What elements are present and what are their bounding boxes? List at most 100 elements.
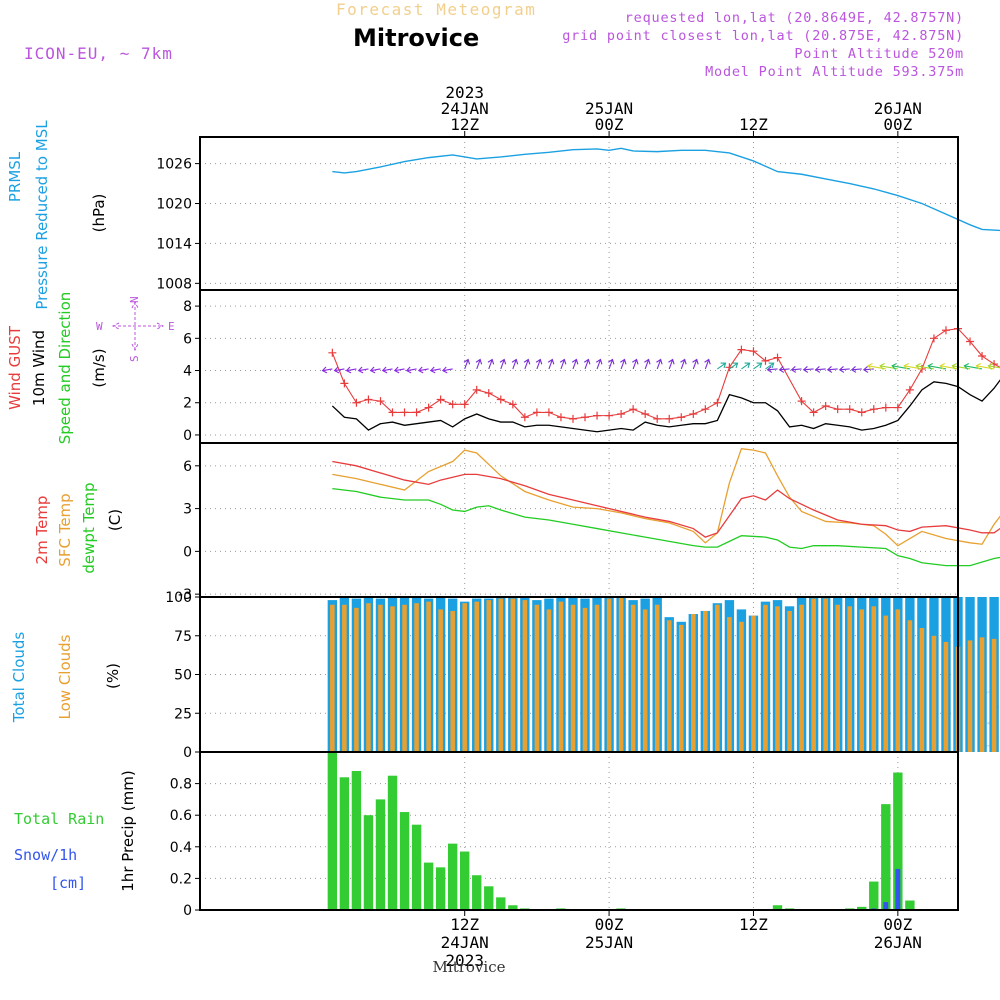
wind-gust-marker [424, 403, 433, 412]
low-cloud-bar [907, 620, 913, 752]
snow-bar [883, 902, 889, 910]
wind-gust-marker [821, 401, 830, 410]
wind-direction-label: Speed and Direction [56, 292, 74, 445]
wind-gust-marker [388, 408, 397, 417]
x-label-bottom: 12Z [450, 915, 479, 934]
rain-bar [447, 843, 458, 910]
wind-gust-marker [605, 411, 614, 420]
y-tick-label: 25 [174, 706, 192, 722]
wind-gust-marker [893, 403, 902, 412]
source-title: Forecast Meteogram [336, 0, 537, 19]
model-label: ICON-EU, ~ 7km [24, 44, 173, 63]
wind-direction-arrow [583, 358, 591, 370]
x-label-top: 12Z [739, 115, 768, 134]
wind-direction-arrow [429, 366, 441, 374]
y-tick-label: 1026 [156, 157, 192, 173]
clouds-unit: (%) [104, 663, 122, 689]
pressure-unit: (hPa) [90, 194, 108, 233]
compass-west: W [96, 320, 103, 333]
y-tick-label: -3 [178, 587, 192, 603]
low-cloud-bar [871, 606, 877, 752]
x-label-bottom: 25JAN [585, 933, 633, 952]
low-cloud-bar [895, 609, 901, 752]
low-cloud-bar [402, 604, 407, 752]
y-tick-label: 0.8 [170, 777, 192, 793]
low-cloud-bar [642, 609, 648, 752]
x-label-bottom: 26JAN [874, 933, 922, 952]
wind-direction-arrow [369, 366, 381, 374]
wind-gust-marker [749, 347, 758, 356]
wind-gust-marker [665, 414, 674, 423]
low-cloud-bar [558, 601, 564, 752]
wind-gust-marker [966, 337, 975, 346]
wind-direction-arrow [826, 366, 838, 373]
rain-bar [472, 875, 482, 910]
x-label-top: 00Z [883, 115, 912, 134]
rain-bar [772, 905, 783, 910]
requested-location: requested lon,lat (20.8649E, 42.8757N) [624, 10, 964, 26]
wind-direction-arrow [381, 366, 393, 374]
wind-direction-arrow [717, 362, 727, 370]
wind-gust-marker [581, 413, 590, 422]
temp-sfc-label: SFC Temp [56, 493, 74, 566]
low-cloud-bar [546, 609, 552, 752]
y-tick-label: 4 [183, 364, 192, 380]
wind-direction-arrow [608, 358, 615, 370]
rain-bar [496, 897, 506, 910]
y-tick-label: 0 [183, 903, 192, 919]
dewpoint-line [332, 487, 1000, 567]
x-label-bottom: 00Z [595, 915, 624, 934]
y-tick-label: 2 [183, 396, 192, 412]
y-tick-label: 0 [183, 428, 192, 444]
compass-north: N [128, 296, 141, 303]
wind-gust-marker [941, 326, 950, 335]
wind-gust-marker [881, 403, 890, 412]
low-clouds-label: Low Clouds [56, 634, 74, 719]
wind-gust-marker [508, 400, 517, 409]
wind-direction-arrow [405, 366, 417, 374]
panel-frame [199, 751, 959, 911]
wind-gust-marker [869, 405, 878, 414]
wind-gust-marker [568, 414, 577, 423]
x-label-bottom: 00Z [883, 915, 912, 934]
wind-direction-arrow [644, 358, 651, 370]
low-cloud-bar [630, 604, 636, 752]
low-cloud-bar [859, 609, 865, 752]
low-cloud-bar [883, 615, 889, 752]
wind-direction-arrow [753, 362, 763, 370]
wind-gust-marker [701, 405, 710, 414]
wind-speed-line [331, 379, 1000, 433]
wind-gust-marker [364, 395, 373, 404]
wind-gust-line [331, 328, 1000, 420]
wind-gust-marker [978, 352, 987, 361]
pressure-line [332, 147, 1000, 232]
wind-direction-arrow [499, 358, 507, 370]
wind-direction-arrow [656, 358, 663, 370]
temp-2m-label: 2m Temp [33, 496, 51, 565]
point-altitude: Point Altitude 520m [794, 46, 964, 62]
wind-gust-marker [761, 356, 770, 365]
low-cloud-bar [474, 601, 480, 752]
y-tick-label: 0.4 [170, 840, 192, 856]
wind-gust-marker [809, 408, 818, 417]
wind-direction-arrow [535, 358, 543, 370]
wind-gust-marker [376, 397, 385, 406]
low-cloud-bar [823, 598, 828, 752]
wind-gust-marker [544, 408, 553, 417]
wind-direction-arrow [790, 366, 802, 373]
y-tick-label: 0 [183, 745, 192, 761]
x-label-top: 24JAN [441, 99, 489, 118]
low-cloud-bar [666, 620, 672, 752]
rain-bar [363, 815, 374, 910]
wind-direction-arrow [475, 358, 483, 370]
rain-bar [435, 867, 446, 910]
rain-bar [905, 900, 915, 910]
wind-gust-marker [617, 410, 626, 419]
x-label-top: 00Z [595, 115, 624, 134]
low-cloud-bar [739, 621, 744, 752]
wind-direction-arrow [632, 358, 639, 370]
x-label-top: 12Z [450, 115, 479, 134]
low-cloud-bar [991, 638, 997, 752]
low-cloud-bar [534, 604, 540, 752]
wind-direction-arrow [463, 358, 471, 370]
